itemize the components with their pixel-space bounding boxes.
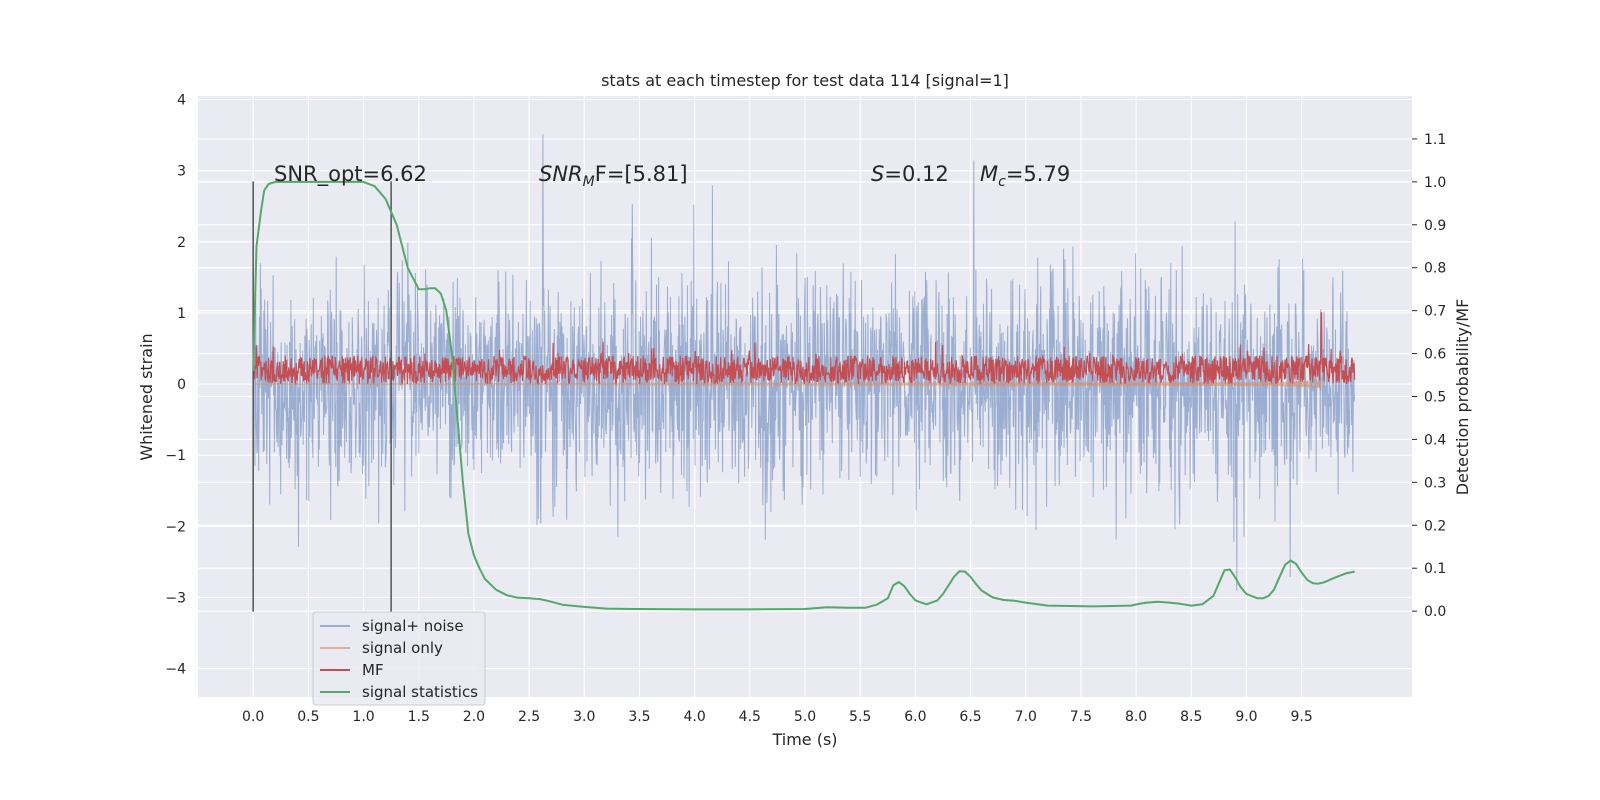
series-signal-noise — [252, 134, 1356, 591]
x-tick-label: 2.0 — [463, 709, 485, 725]
x-tick-label: 3.5 — [628, 709, 650, 725]
annotation-snr-mf: SNRMF=[5.81] — [539, 162, 688, 190]
y-tick-label: 1 — [177, 306, 186, 322]
x-tick-label: 9.5 — [1291, 709, 1313, 725]
x-tick-label: 1.5 — [408, 709, 430, 725]
x-tick-label: 4.5 — [739, 709, 761, 725]
x-tick-label: 4.0 — [684, 709, 706, 725]
x-tick-label: 6.5 — [959, 709, 981, 725]
legend-label-signal: signal only — [362, 639, 443, 657]
annotation-snr-opt: SNR_opt=6.62 — [274, 162, 427, 187]
y-tick-label-right: 0.4 — [1424, 432, 1446, 448]
y-tick-label-right: 0.8 — [1424, 261, 1446, 277]
y-tick-label-right: 0.7 — [1424, 304, 1446, 320]
y-tick-label: 0 — [177, 377, 186, 393]
legend-label-mf: MF — [362, 661, 384, 679]
y-tick-label-right: 0.6 — [1424, 347, 1446, 363]
chart-title: stats at each timestep for test data 114… — [601, 71, 1009, 90]
x-tick-label: 0.0 — [242, 709, 264, 725]
x-axis-label: Time (s) — [771, 730, 837, 749]
y-tick-label: 2 — [177, 235, 186, 251]
series-mf — [252, 312, 1356, 386]
y-tick-label-right: 0.2 — [1424, 518, 1446, 534]
x-tick-label: 2.5 — [518, 709, 540, 725]
legend: signal+ noise signal only MF signal stat… — [312, 611, 486, 706]
y-tick-label-right: 0.0 — [1424, 604, 1446, 620]
tick-labels: 0.0 0.5 1.0 1.5 2.0 2.5 3.0 3.5 4.0 4.5 5.0 5.5 6.0 6… — [165, 93, 1446, 725]
y-axis-label: Whitened strain — [137, 333, 156, 460]
y-tick-label: −2 — [165, 519, 186, 535]
x-tick-label: 8.0 — [1125, 709, 1147, 725]
legend-box — [312, 611, 486, 706]
annotation-s: S=0.12 — [871, 162, 949, 186]
legend-label-noise: signal+ noise — [362, 617, 464, 635]
y-tick-label-right: 0.9 — [1424, 218, 1446, 234]
y-tick-label-right: 0.3 — [1424, 475, 1446, 491]
y-tick-label: −4 — [165, 662, 186, 678]
y-tick-label-right: 0.5 — [1424, 390, 1446, 406]
y-tick-label: 4 — [177, 93, 186, 109]
x-tick-label: 5.0 — [794, 709, 816, 725]
y-tick-label-right: 0.1 — [1424, 561, 1446, 577]
series-signal-only — [253, 376, 1322, 391]
x-tick-label: 6.0 — [904, 709, 926, 725]
x-tick-label: 7.5 — [1070, 709, 1092, 725]
y-tick-label-right: 1.1 — [1424, 132, 1446, 148]
y-tick-label: 3 — [177, 164, 186, 180]
x-tick-label: 8.5 — [1180, 709, 1202, 725]
y-tick-label: −3 — [165, 590, 186, 606]
x-tick-label: 0.5 — [297, 709, 319, 725]
series-signal-statistics — [252, 180, 1355, 611]
y-axis-label-right: Detection probability/MF — [1453, 299, 1472, 496]
x-tick-label: 3.0 — [573, 709, 595, 725]
data-layer — [252, 134, 1356, 612]
y-tick-label-right: 1.0 — [1424, 175, 1446, 191]
annotation-mc: Mc=5.79 — [980, 162, 1070, 190]
x-tick-label: 1.0 — [352, 709, 374, 725]
x-tick-label: 5.5 — [849, 709, 871, 725]
x-tick-label: 7.0 — [1015, 709, 1037, 725]
legend-label-stat: signal statistics — [362, 683, 478, 701]
y-tick-label: −1 — [165, 448, 186, 464]
x-tick-label: 9.0 — [1235, 709, 1257, 725]
